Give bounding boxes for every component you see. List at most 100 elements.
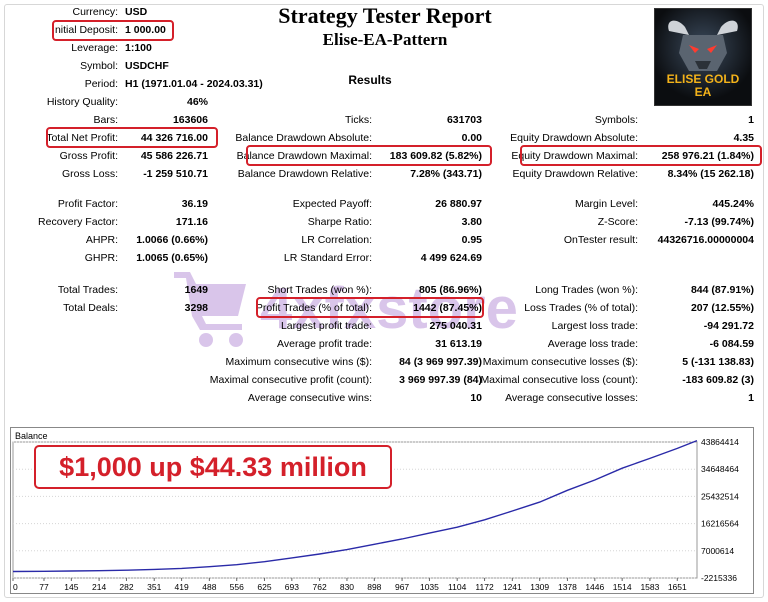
- lr-correlation-label: LR Correlation:: [301, 234, 372, 246]
- avg-profit-label: Average profit trade:: [277, 338, 372, 350]
- x-tick-label: 693: [285, 582, 299, 592]
- x-tick-label: 1583: [640, 582, 659, 592]
- balance-dd-abs-label: Balance Drawdown Absolute:: [235, 132, 372, 144]
- avg-consec-wins-label: Average consecutive wins:: [247, 392, 372, 404]
- gross-loss-value: -1 259 510.71: [143, 168, 208, 180]
- logo-line2: EA: [694, 85, 712, 99]
- avg-consec-losses-value: 1: [748, 392, 754, 404]
- x-tick-label: 488: [202, 582, 216, 592]
- largest-profit-value: 275 040.31: [429, 320, 482, 332]
- symbols-label: Symbols:: [594, 114, 638, 126]
- bull-icon: [655, 9, 751, 105]
- long-trades-label: Long Trades (won %):: [535, 284, 638, 296]
- maximal-consec-profit-label: Maximal consecutive profit (count):: [209, 374, 372, 386]
- balance-series-line: [12, 439, 698, 573]
- balance-dd-max-value: 183 609.82 (5.82%): [389, 150, 482, 162]
- gross-profit-label: Gross Profit:: [59, 150, 118, 162]
- history-quality-value: 46%: [186, 96, 208, 108]
- long-trades-value: 844 (87.91%): [690, 284, 754, 296]
- x-tick-label: 145: [64, 582, 78, 592]
- symbol-value: USDCHF: [125, 60, 169, 72]
- total-trades-label: Total Trades:: [57, 284, 118, 296]
- x-tick-label: 1378: [558, 582, 577, 592]
- x-tick-label: 1104: [448, 582, 467, 592]
- ticks-value: 631703: [446, 114, 482, 126]
- x-tick-label: 967: [395, 582, 409, 592]
- ahpr-value: 1.0066 (0.66%): [136, 234, 208, 246]
- x-tick-label: 351: [147, 582, 161, 592]
- symbol-label: Symbol:: [80, 60, 118, 72]
- avg-profit-value: 31 613.19: [435, 338, 482, 350]
- x-tick-label: 1241: [503, 582, 522, 592]
- maximal-consec-profit-value: 3 969 997.39 (84): [399, 374, 482, 386]
- chart-title: Balance: [15, 431, 48, 441]
- x-tick-label: 898: [367, 582, 381, 592]
- logo-line1: ELISE GOLD: [666, 72, 740, 86]
- profit-trades-value: 1442 (87.45%): [413, 302, 482, 314]
- results-heading: Results: [348, 73, 392, 87]
- equity-dd-abs-value: 4.35: [733, 132, 754, 144]
- sharpe-ratio-value: 3.80: [461, 216, 482, 228]
- ghpr-value: 1.0065 (0.65%): [136, 252, 208, 264]
- ahpr-label: AHPR:: [85, 234, 118, 246]
- balance-dd-abs-value: 0.00: [461, 132, 482, 144]
- leverage-value: 1:100: [125, 42, 152, 54]
- balance-dd-max-label: Balance Drawdown Maximal:: [236, 150, 372, 162]
- x-tick-label: 1446: [585, 582, 604, 592]
- period-value: H1 (1971.01.04 - 2024.03.31): [125, 78, 263, 90]
- x-tick-label: 0: [13, 582, 18, 592]
- x-tick-label: 1651: [668, 582, 687, 592]
- ontester-value: 44326716.00000004: [657, 234, 754, 246]
- x-tick-label: 1514: [613, 582, 632, 592]
- ghpr-label: GHPR:: [84, 252, 118, 264]
- initial-deposit-label: Initial Deposit:: [52, 24, 118, 36]
- loss-trades-label: Loss Trades (% of total):: [524, 302, 638, 314]
- bars-label: Bars:: [93, 114, 118, 126]
- profit-factor-label: Profit Factor:: [57, 198, 118, 210]
- period-label: Period:: [84, 78, 118, 90]
- x-tick-label: 762: [312, 582, 326, 592]
- avg-consec-wins-value: 10: [470, 392, 482, 404]
- x-tick-label: 214: [92, 582, 106, 592]
- ticks-label: Ticks:: [344, 114, 372, 126]
- recovery-factor-value: 171.16: [175, 216, 208, 228]
- bars-value: 163606: [172, 114, 208, 126]
- expected-payoff-label: Expected Payoff:: [292, 198, 372, 210]
- y-tick-label: 25432514: [701, 491, 739, 501]
- y-tick-label: -2215336: [701, 573, 737, 583]
- x-tick-label: 830: [340, 582, 354, 592]
- max-consec-losses-label: Maximum consecutive losses ($):: [482, 356, 638, 368]
- total-trades-value: 1649: [184, 284, 208, 296]
- initial-deposit-highlight: [52, 20, 174, 41]
- maximal-consec-loss-value: -183 609.82 (3): [682, 374, 754, 386]
- total-net-profit-label: Total Net Profit:: [46, 132, 118, 144]
- margin-level-value: 445.24%: [712, 198, 754, 210]
- avg-loss-value: -6 084.59: [709, 338, 754, 350]
- equity-dd-rel-label: Equity Drawdown Relative:: [512, 168, 638, 180]
- total-net-profit-value: 44 326 716.00: [140, 132, 208, 144]
- balance-dd-highlight: [246, 145, 492, 166]
- equity-dd-highlight: [520, 145, 762, 166]
- sharpe-ratio-label: Sharpe Ratio:: [307, 216, 372, 228]
- report-subtitle: Elise-EA-Pattern: [322, 30, 448, 49]
- currency-value: USD: [125, 6, 148, 18]
- symbols-value: 1: [748, 114, 754, 126]
- lr-std-error-value: 4 499 624.69: [420, 252, 482, 264]
- maximal-consec-loss-label: Maximal consecutive loss (count):: [480, 374, 638, 386]
- profit-trades-label: Profit Trades (% of total):: [255, 302, 372, 314]
- y-tick-label: 34648464: [701, 464, 739, 474]
- short-trades-label: Short Trades (won %):: [267, 284, 372, 296]
- balance-chart-svg: Balance 43864414 34648464 25432514 16216564…: [12, 431, 739, 592]
- max-consec-wins-label: Maximum consecutive wins ($):: [225, 356, 372, 368]
- y-tick-label: 43864414: [701, 437, 739, 447]
- short-trades-value: 805 (86.96%): [418, 284, 482, 296]
- lr-std-error-label: LR Standard Error:: [283, 252, 372, 264]
- recovery-factor-label: Recovery Factor:: [38, 216, 118, 228]
- lr-correlation-value: 0.95: [461, 234, 482, 246]
- y-tick-label: 7000614: [701, 546, 734, 556]
- max-consec-losses-value: 5 (-131 138.83): [682, 356, 754, 368]
- equity-dd-rel-value: 8.34% (15 262.18): [667, 168, 754, 180]
- expected-payoff-value: 26 880.97: [435, 198, 482, 210]
- report-frame: [4, 4, 764, 598]
- ontester-label: OnTester result:: [563, 234, 638, 246]
